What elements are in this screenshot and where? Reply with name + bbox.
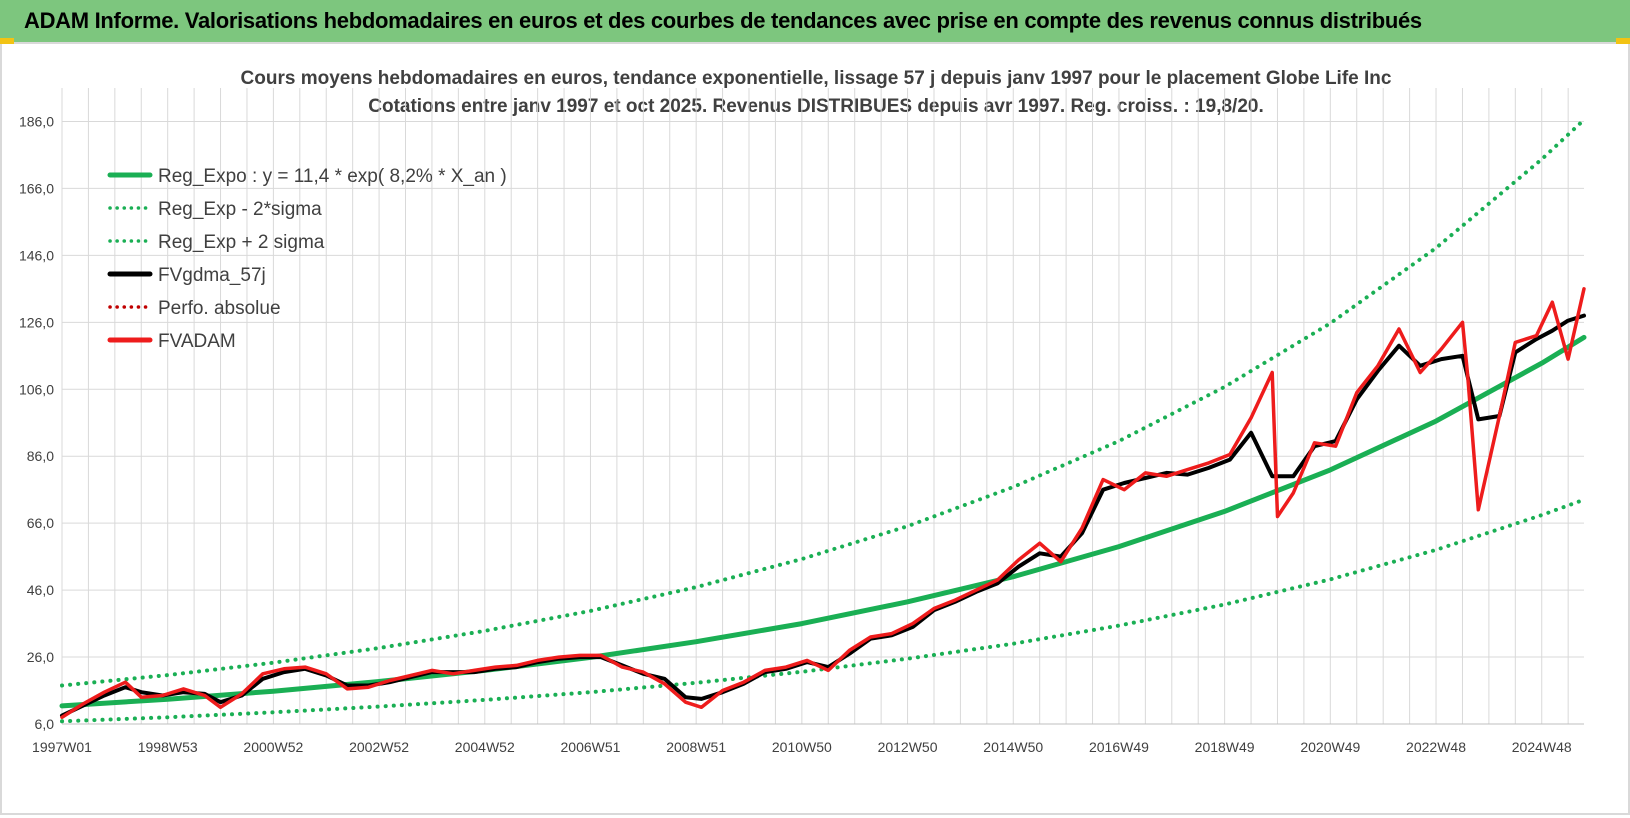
y-tick-label: 106,0 [19,381,54,397]
series-line-fvgdma [60,313,1586,718]
series-line-reg_expo [59,334,1587,709]
y-tick-label: 126,0 [19,314,54,330]
legend-label-reg_minus: Reg_Exp - 2*sigma [158,199,322,220]
y-tick-label: 166,0 [19,180,54,196]
y-tick-label: 6,0 [35,716,55,732]
x-tick-label: 2018W49 [1195,739,1255,755]
corner-mark-left [0,38,14,44]
legend-label-perfo: Perfo. absolue [158,298,281,319]
legend-label-reg_plus: Reg_Exp + 2 sigma [158,232,325,253]
x-tick-label: 2004W52 [455,739,515,755]
x-tick-label: 2016W49 [1089,739,1149,755]
x-tick-label: 2002W52 [349,739,409,755]
axis-layer: 6,0 26,0 46,0 66,0 86,0 106,0 126,0 146,0 166,0 1… [19,113,1584,755]
grid-layer [61,88,1584,725]
chart-title-line2: Cotations entre janv 1997 et oct 2025. R… [368,96,1263,117]
series-line-fvadam [60,287,1586,720]
x-tick-label: 2006W51 [561,739,621,755]
series-line-reg_minus [60,497,1586,724]
x-tick-label: 2014W50 [983,739,1043,755]
y-tick-label: 46,0 [27,582,54,598]
report-banner-title: ADAM Informe. Valorisations hebdomadaire… [24,8,1422,33]
x-tick-label: 2008W51 [666,739,726,755]
y-tick-label: 26,0 [27,649,54,665]
x-tick-label: 2020W49 [1300,739,1360,755]
y-tick-label: 146,0 [19,247,54,263]
chart-title-line1: Cours moyens hebdomadaires en euros, ten… [241,68,1392,89]
y-tick-label: 86,0 [27,448,54,464]
x-tick-label: 1998W53 [138,739,198,755]
corner-mark-right [1616,38,1630,44]
series-layer [59,117,1587,724]
x-tick-label: 2024W48 [1512,739,1572,755]
report-banner: ADAM Informe. Valorisations hebdomadaire… [0,0,1630,44]
y-tick-label: 186,0 [19,113,54,129]
legend-label-fvadam: FVADAM [158,331,236,352]
y-tick-label: 66,0 [27,515,54,531]
chart-svg: Cours moyens hebdomadaires en euros, ten… [19,68,1587,755]
x-tick-label: 2022W48 [1406,739,1466,755]
series-line-reg_plus [60,117,1586,688]
x-tick-label: 1997W01 [32,739,92,755]
legend: Reg_Expo : y = 11,4 * exp( 8,2% * X_an )… [107,166,507,352]
legend-label-fvgdma: FVgdma_57j [158,265,266,286]
legend-label-reg_expo: Reg_Expo : y = 11,4 * exp( 8,2% * X_an ) [158,166,507,187]
x-tick-label: 2012W50 [878,739,938,755]
x-tick-label: 2000W52 [243,739,303,755]
x-tick-label: 2010W50 [772,739,832,755]
chart-area: Cours moyens hebdomadaires en euros, ten… [0,44,1630,815]
